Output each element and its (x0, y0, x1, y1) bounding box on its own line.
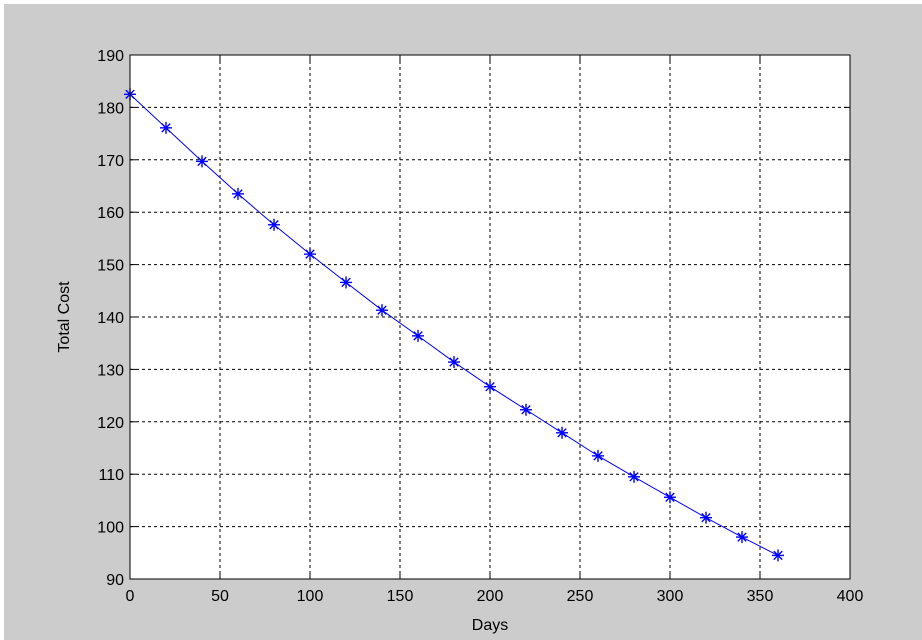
y-tick-label: 140 (97, 310, 124, 327)
grid-lines (130, 55, 850, 579)
y-tick-label: 90 (106, 572, 124, 589)
data-point-marker (448, 356, 460, 369)
x-tick-label: 0 (126, 588, 135, 605)
y-tick-label: 100 (97, 520, 124, 537)
data-point-marker (736, 531, 748, 544)
data-point-marker (196, 155, 208, 168)
x-axis-label: Days (472, 617, 508, 634)
y-tick-label: 170 (97, 153, 124, 170)
data-point-marker (556, 426, 568, 439)
y-tick-label: 180 (97, 100, 124, 117)
data-point-marker (772, 549, 784, 562)
y-tick-label: 150 (97, 258, 124, 275)
data-point-marker (628, 470, 640, 483)
x-tick-label: 100 (297, 588, 324, 605)
y-tick-label: 130 (97, 362, 124, 379)
x-tick-label: 50 (211, 588, 229, 605)
y-axis-label: Total Cost (56, 281, 73, 353)
y-tick-label: 190 (97, 48, 124, 65)
data-point-marker (232, 187, 244, 200)
data-point-marker (700, 511, 712, 524)
data-point-marker (304, 248, 316, 261)
x-tick-label: 250 (567, 588, 594, 605)
frame-top-edge (0, 0, 922, 4)
x-tick-label: 150 (387, 588, 414, 605)
data-point-marker (484, 380, 496, 393)
x-tick-label: 400 (837, 588, 864, 605)
frame-left-edge (0, 0, 4, 640)
data-point-marker (592, 449, 604, 462)
tick-labels: 0 50 100 150 200 250 300 350 400 90 100 110 120 130 14… (97, 48, 863, 605)
x-tick-label: 200 (477, 588, 504, 605)
x-tick-label: 300 (657, 588, 684, 605)
data-point-marker (376, 304, 388, 317)
y-tick-label: 120 (97, 415, 124, 432)
data-point-marker (412, 329, 424, 342)
data-point-marker (664, 491, 676, 504)
x-tick-label: 350 (747, 588, 774, 605)
y-tick-label: 110 (98, 467, 124, 484)
tick-marks (129, 54, 851, 580)
y-tick-label: 160 (97, 205, 124, 222)
data-point-marker (520, 403, 532, 416)
series-layer (124, 88, 784, 562)
data-point-marker (340, 276, 352, 289)
data-point-marker (268, 218, 280, 231)
data-point-marker (160, 121, 172, 134)
